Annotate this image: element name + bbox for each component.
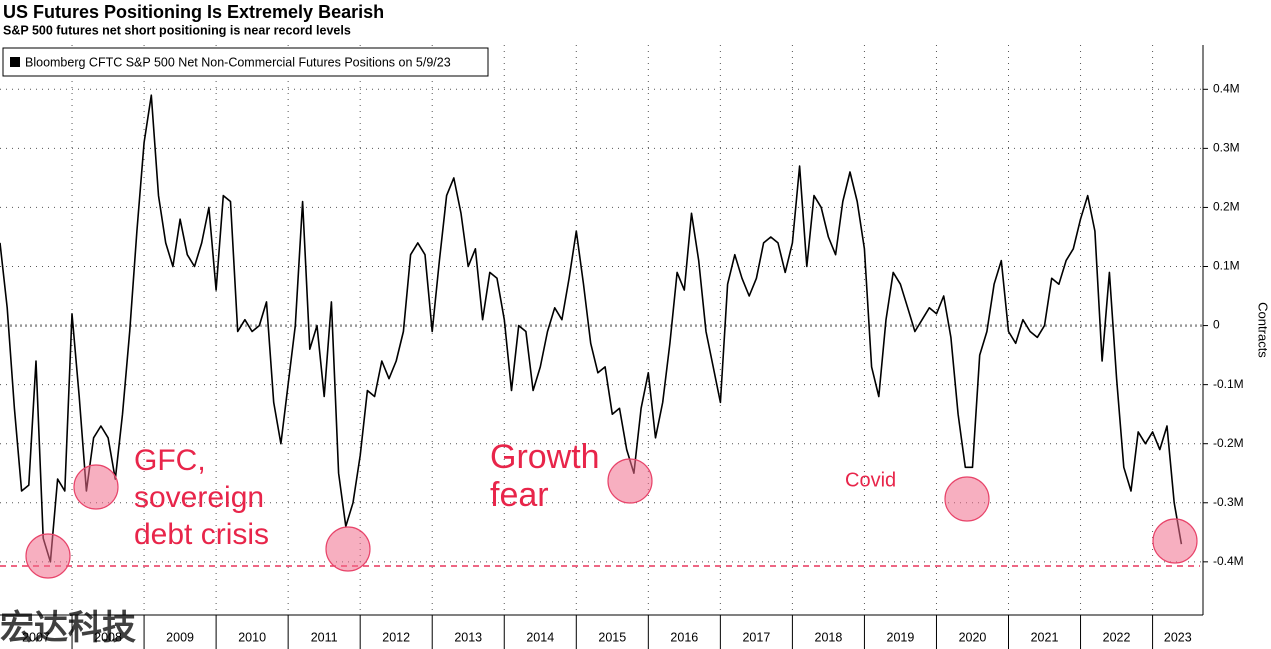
- y-tick-label: 0.2M: [1213, 200, 1240, 214]
- annotation: fear: [490, 476, 549, 514]
- chart-title: US Futures Positioning Is Extremely Bear…: [3, 2, 384, 22]
- annotation: Covid: [845, 469, 896, 491]
- x-tick-label: 2018: [815, 630, 843, 644]
- y-tick-label: 0.1M: [1213, 259, 1240, 273]
- x-tick-label: 2021: [1031, 630, 1059, 644]
- y-tick-label: -0.3M: [1213, 495, 1244, 509]
- annotation: debt crisis: [134, 518, 269, 551]
- x-tick-label: 2015: [598, 630, 626, 644]
- grid: -0.4M -0.3M -0.2M -0.1M 0 0.1M 0.2M 0.3M 0.4M 200…: [0, 45, 1244, 649]
- x-tick-label: 2016: [670, 630, 698, 644]
- x-tick-label: 2019: [887, 630, 915, 644]
- y-tick-label: 0: [1213, 318, 1220, 332]
- legend-box: [2, 47, 489, 77]
- x-tick-label: 2013: [454, 630, 482, 644]
- chart-subtitle: S&P 500 futures net short positioning is…: [3, 23, 351, 37]
- plot: [0, 94, 1183, 563]
- y-tick-label: -0.2M: [1213, 436, 1244, 450]
- x-tick-label: 2023: [1164, 630, 1192, 644]
- highlight-circle: [25, 533, 71, 579]
- highlight-circle: [73, 464, 119, 510]
- y-tick-label: -0.4M: [1213, 554, 1244, 568]
- x-tick-label: 2010: [238, 630, 266, 644]
- annotation: Growth: [490, 438, 600, 476]
- y-tick-label: 0.3M: [1213, 141, 1240, 155]
- highlight-circle: [325, 526, 371, 572]
- highlight-circle: [944, 476, 990, 522]
- x-tick-label: 2012: [382, 630, 410, 644]
- x-tick-label: 2014: [526, 630, 554, 644]
- annotation: sovereign: [134, 481, 264, 514]
- line-series: [0, 94, 1183, 563]
- y-tick-label: -0.1M: [1213, 377, 1244, 391]
- x-tick-label: 2020: [959, 630, 987, 644]
- watermark: 宏达科技: [0, 608, 136, 647]
- highlight-circle: [1152, 518, 1198, 564]
- annotation: GFC,: [134, 444, 206, 477]
- x-tick-label: 2007: [22, 630, 50, 644]
- x-tick-label: 2008: [94, 630, 122, 644]
- x-tick-label: 2009: [166, 630, 194, 644]
- legend-swatch: [10, 57, 20, 67]
- x-tick-label: 2022: [1103, 630, 1131, 644]
- y-tick-label: 0.4M: [1213, 81, 1240, 95]
- legend-label: Bloomberg CFTC S&P 500 Net Non-Commercia…: [25, 55, 451, 69]
- x-tick-label: 2017: [742, 630, 770, 644]
- y-axis-label: Contracts: [1256, 302, 1271, 358]
- highlight-circle: [607, 458, 653, 504]
- x-tick-label: 2011: [311, 630, 338, 644]
